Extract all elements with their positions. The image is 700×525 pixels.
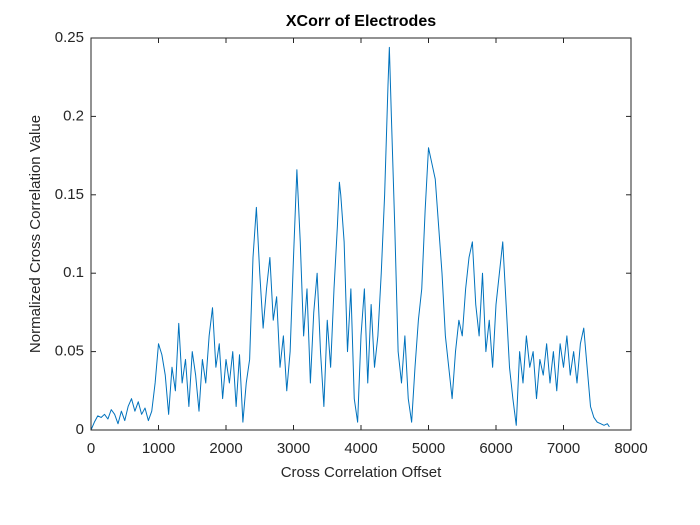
y-tick-label: 0.05 (55, 343, 84, 360)
y-axis-label: Normalized Cross Correlation Value (27, 115, 44, 353)
plot-area: 0 1000 2000 3000 4000 5000 6000 7000 8000 0 0.05 0.… (55, 29, 648, 457)
y-tick-label: 0.2 (63, 107, 84, 124)
data-line (90, 46, 610, 431)
x-tick-label: 7000 (547, 440, 580, 457)
x-tick-label: 6000 (479, 440, 512, 457)
y-tick-label: 0.25 (55, 29, 84, 46)
chart-title: XCorr of Electrodes (286, 13, 436, 30)
x-tick-label: 8000 (614, 440, 647, 457)
x-tick-label: 4000 (344, 440, 377, 457)
x-tick-label: 1000 (142, 440, 175, 457)
x-tick-label: 3000 (277, 440, 310, 457)
y-tick-label: 0.1 (63, 264, 84, 281)
x-tick-label: 0 (87, 440, 95, 457)
y-tick-label: 0.15 (55, 186, 84, 203)
x-axis-label: Cross Correlation Offset (281, 464, 442, 481)
x-tick-label: 2000 (209, 440, 242, 457)
y-tick-label: 0 (76, 421, 84, 438)
x-tick-label: 5000 (412, 440, 445, 457)
